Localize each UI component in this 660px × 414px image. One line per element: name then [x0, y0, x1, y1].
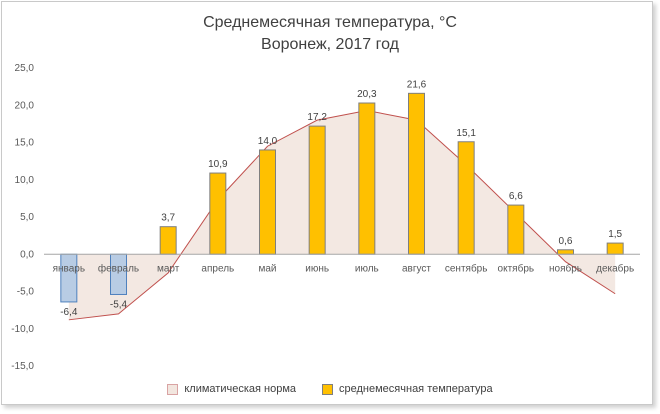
x-tick-label: май	[258, 263, 276, 274]
data-label: 20,3	[357, 89, 377, 100]
x-tick-label: апрель	[201, 263, 234, 274]
data-label: 10,9	[208, 159, 228, 170]
bar	[457, 141, 475, 255]
x-tick-label: июль	[355, 263, 379, 274]
chart-subtitle: Воронеж, 2017 год	[261, 36, 399, 53]
y-tick-label: 25,0	[15, 63, 35, 74]
data-label: 15,1	[456, 128, 476, 139]
x-tick-label: январь	[53, 263, 85, 274]
legend-label-temperature: среднемесячная температура	[339, 383, 493, 395]
x-tick-label: февраль	[98, 262, 139, 274]
data-label: 1,5	[608, 229, 622, 240]
bar	[408, 92, 425, 255]
y-tick-label: 0,0	[20, 249, 34, 260]
x-tick-label: август	[402, 263, 431, 274]
chart-title: Среднемесячная температура, °C	[203, 14, 457, 31]
data-label: 17,2	[307, 112, 327, 123]
legend-label-norm: климатическая норма	[184, 383, 297, 395]
y-tick-label: -15,0	[11, 361, 34, 372]
bar	[159, 226, 177, 255]
bar	[308, 125, 326, 255]
x-tick-label: октябрь	[498, 262, 535, 274]
data-label: 0,6	[559, 236, 573, 247]
x-tick-label: сентябрь	[445, 262, 488, 274]
bar	[358, 102, 376, 255]
y-tick-label: 5,0	[20, 212, 34, 223]
data-label: 3,7	[161, 213, 175, 224]
bar	[110, 253, 127, 295]
legend-swatch-temperature	[322, 383, 334, 395]
y-tick-label: -10,0	[11, 324, 34, 335]
y-tick-label: -5,0	[17, 287, 35, 298]
x-tick-label: ноябрь	[549, 262, 582, 274]
data-label: -6,4	[60, 307, 78, 318]
data-label: 21,6	[407, 79, 427, 90]
data-label: -5,4	[110, 299, 128, 310]
bar	[60, 253, 78, 303]
legend-item-norm: климатическая норма	[167, 383, 296, 395]
x-tick-label: март	[157, 263, 180, 274]
bar	[507, 204, 525, 255]
y-tick-label: 10,0	[15, 175, 35, 186]
chart-legend: климатическая норма среднемесячная темпе…	[0, 383, 660, 395]
bar	[557, 249, 574, 255]
data-label: 6,6	[509, 191, 523, 202]
x-tick-label: декабрь	[596, 262, 634, 274]
bar	[259, 149, 276, 255]
bar	[606, 242, 624, 255]
y-tick-label: 20,0	[15, 100, 35, 111]
data-label: 14,0	[258, 136, 278, 147]
norm-area	[68, 110, 616, 320]
legend-swatch-norm	[167, 383, 179, 395]
y-tick-label: 15,0	[15, 138, 35, 149]
bar	[209, 172, 227, 255]
x-tick-label: июнь	[305, 263, 329, 274]
legend-item-temperature: среднемесячная температура	[322, 383, 493, 395]
